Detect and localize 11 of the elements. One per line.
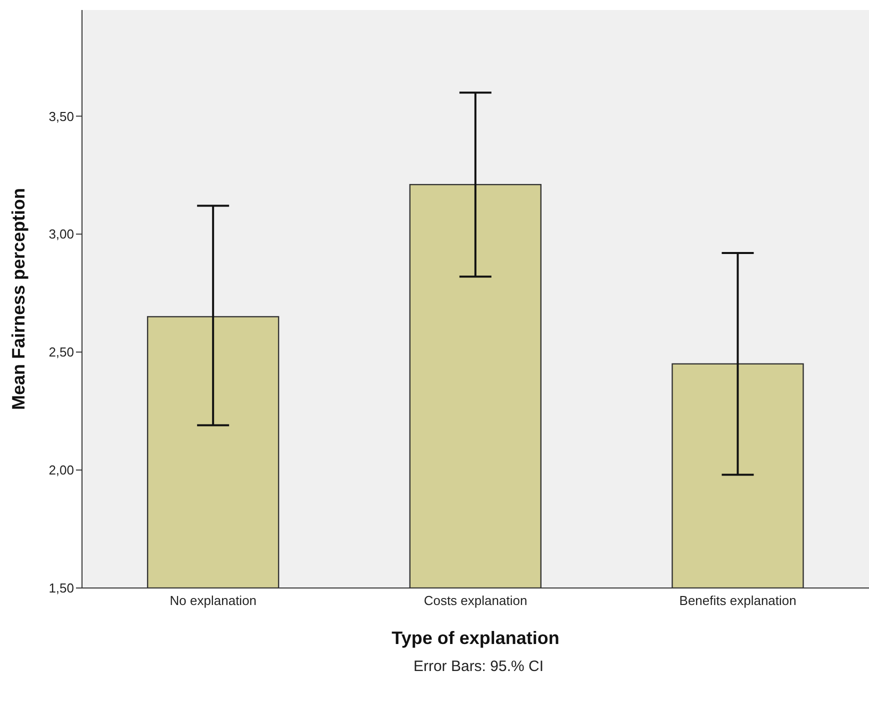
x-tick-label: Benefits explanation: [679, 593, 796, 608]
y-tick-label: 3,50: [48, 108, 74, 124]
y-axis-title: Mean Fairness perception: [8, 188, 28, 410]
x-tick-label: Costs explanation: [424, 593, 528, 608]
y-tick-label: 2,00: [48, 462, 74, 478]
y-tick-label: 1,50: [48, 580, 74, 596]
y-tick-label: 2,50: [48, 344, 74, 360]
x-tick-label: No explanation: [170, 593, 257, 608]
x-axis-title: Type of explanation: [392, 628, 560, 648]
text: Error Bars: 95.% CI: [412, 658, 545, 675]
y-tick-label: 3,00: [48, 226, 74, 242]
